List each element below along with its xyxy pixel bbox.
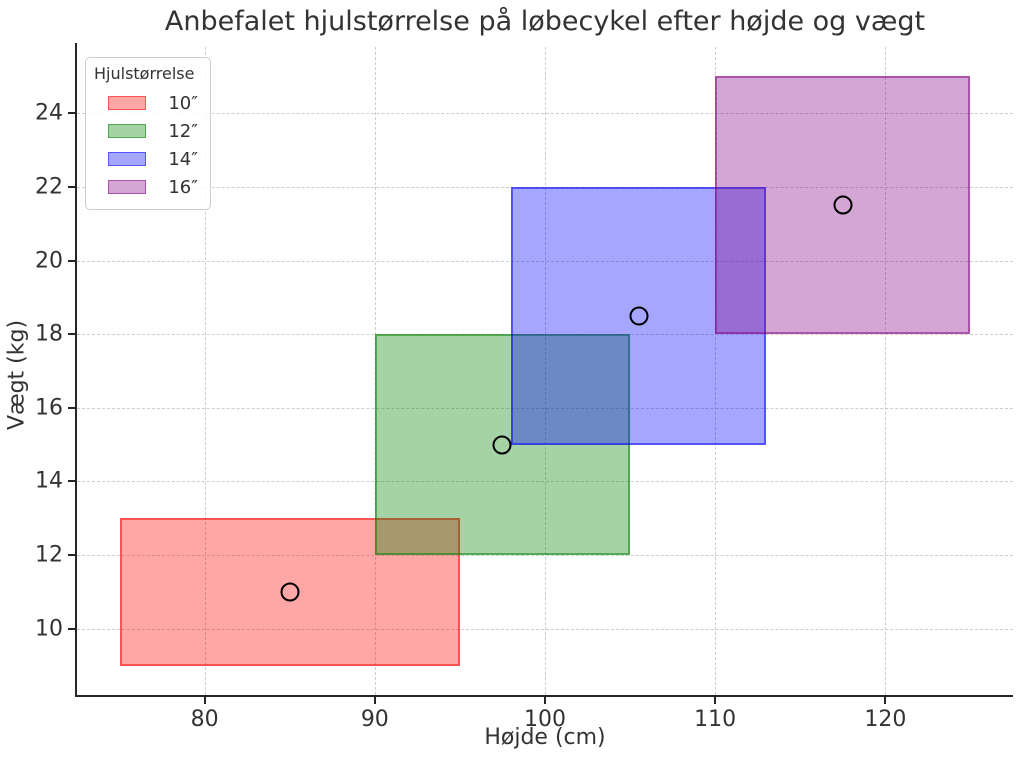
- legend-label-14″: 14″: [168, 148, 198, 170]
- gridline-x-110: [715, 47, 717, 695]
- gridline-y-14: [77, 481, 1013, 483]
- y-axis-spine: [75, 43, 77, 697]
- legend-item-16″: 16″: [94, 173, 200, 201]
- y-tick-label-22: 22: [35, 174, 63, 200]
- legend: Hjulstørrelse 10″ 12″ 14″ 16″: [85, 57, 211, 210]
- chart-title: Anbefalet hjulstørrelse på løbecykel eft…: [164, 6, 926, 37]
- y-tick-label-16: 16: [35, 395, 63, 421]
- x-tick-label-80: 80: [190, 707, 219, 732]
- x-axis-spine: [75, 694, 1013, 697]
- x-tick-label-100: 100: [524, 707, 566, 732]
- legend-item-10″: 10″: [94, 89, 200, 117]
- y-tick-label-12: 12: [35, 542, 63, 568]
- center-point-14″: [629, 306, 649, 326]
- gridline-y-10: [77, 628, 1013, 630]
- y-tick-label-14: 14: [35, 468, 63, 494]
- legend-label-10″: 10″: [168, 92, 198, 114]
- legend-swatch-16″: [108, 180, 146, 194]
- y-axis-label: Vægt (kg): [4, 319, 30, 431]
- x-tick-label-110: 110: [694, 707, 737, 732]
- y-tick-label-10: 10: [35, 616, 63, 642]
- center-point-16″: [833, 195, 853, 215]
- legend-item-12″: 12″: [94, 117, 200, 145]
- legend-label-16″: 16″: [168, 176, 198, 198]
- legend-swatch-14″: [108, 152, 146, 166]
- x-tick-mark-80: [203, 697, 206, 704]
- x-tick-mark-120: [884, 697, 887, 704]
- y-tick-mark-14: [68, 480, 75, 483]
- legend-swatch-12″: [108, 124, 146, 138]
- y-tick-label-18: 18: [35, 321, 63, 347]
- y-tick-mark-24: [68, 112, 75, 115]
- y-axis-label-wrap: Vægt (kg): [2, 280, 32, 470]
- plot-area: 80 90 100 110 120 10 12 14 16 18 20 22 24: [35, 43, 1013, 732]
- x-tick-label-120: 120: [864, 707, 907, 732]
- x-tick-mark-110: [714, 697, 717, 704]
- y-tick-mark-16: [68, 406, 75, 409]
- gridline-y-20: [77, 260, 1013, 262]
- y-tick-mark-12: [68, 554, 75, 557]
- y-tick-mark-20: [68, 259, 75, 262]
- gridline-x-80: [204, 47, 206, 695]
- legend-swatch-10″: [108, 96, 146, 110]
- y-tick-mark-10: [68, 627, 75, 630]
- x-tick-mark-90: [373, 697, 376, 704]
- range-box-12″: [374, 334, 631, 556]
- legend-items: 10″ 12″ 14″ 16″: [94, 89, 200, 201]
- legend-item-14″: 14″: [94, 145, 200, 173]
- gridline-x-120: [885, 47, 887, 695]
- center-point-12″: [492, 435, 512, 455]
- y-tick-label-20: 20: [35, 248, 63, 274]
- x-tick-mark-100: [544, 697, 546, 704]
- gridline-y-24: [77, 113, 1013, 115]
- gridline-x-100: [545, 47, 546, 695]
- y-tick-mark-18: [68, 333, 75, 336]
- y-tick-mark-22: [68, 185, 75, 188]
- gridline-y-16: [77, 407, 1013, 409]
- x-axis-label: Højde (cm): [484, 725, 606, 750]
- legend-label-12″: 12″: [168, 120, 198, 142]
- y-tick-label-24: 24: [35, 100, 63, 126]
- x-tick-label-90: 90: [360, 707, 389, 732]
- center-point-10″: [280, 582, 300, 602]
- gridline-y-12: [77, 555, 1013, 557]
- legend-title: Hjulstørrelse: [94, 64, 195, 83]
